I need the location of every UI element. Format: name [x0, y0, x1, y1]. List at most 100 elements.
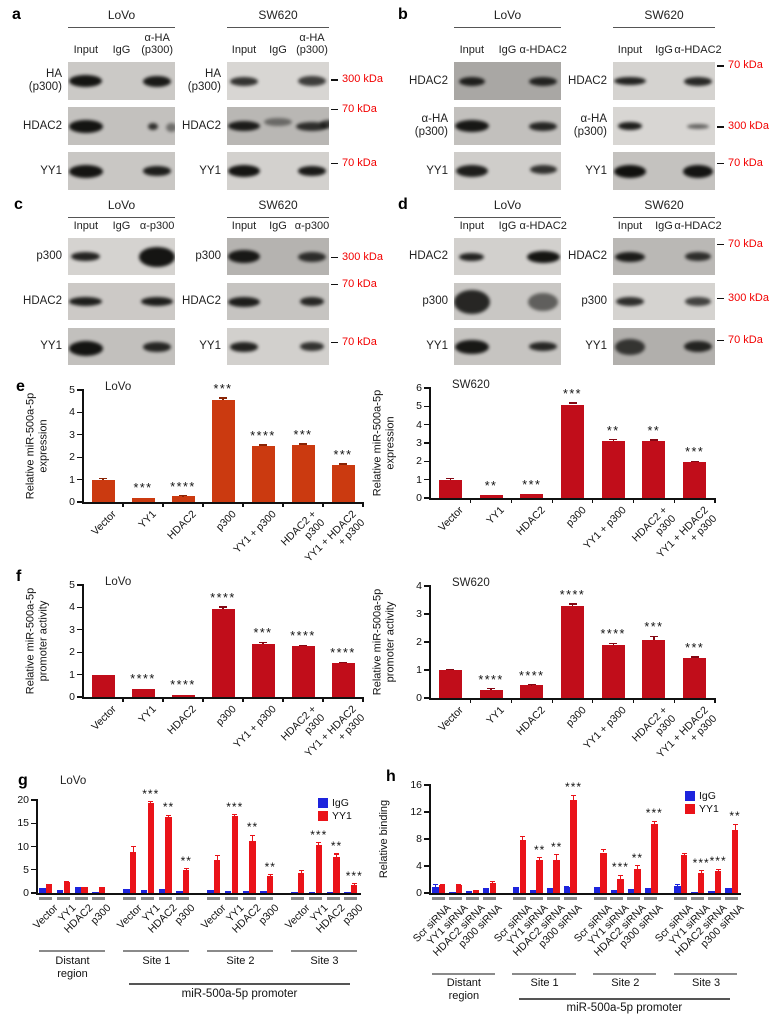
chart-e-sw620-expression: 0 1 2 3 4 5 6 Relative miR-500a-5p expression SW… [372, 379, 719, 560]
protein-band [613, 164, 647, 178]
blot-row-label-hdac2: HDAC2 [23, 295, 62, 307]
error-cap [601, 849, 606, 851]
lane-label-igg: IgG [655, 220, 673, 232]
marker-label-300-kda: 300 kDa [342, 73, 383, 86]
y-tick [424, 387, 430, 389]
bar-igg-site-1-yy1-sirna [529, 890, 537, 893]
x-boundary-tick [322, 503, 324, 507]
lane-label-hdac2: α-HDAC2 [519, 220, 567, 232]
error-whisker [700, 870, 702, 873]
error-cap [649, 439, 658, 441]
bar-yy1-distant-region-vector [45, 884, 53, 893]
lane-label-p300: α-p300 [294, 220, 330, 232]
group-underline [122, 950, 189, 953]
slot-dash [627, 897, 641, 900]
cell-line-label: SW620 [258, 198, 298, 212]
error-whisker [571, 603, 574, 606]
protein-band [615, 251, 645, 262]
x-boundary-tick [714, 499, 716, 503]
y-tick-label: 6 [416, 382, 422, 394]
significance-stars: ** [180, 853, 192, 868]
marker-label-70-kda: 70 kDa [342, 102, 377, 115]
error-cap [568, 402, 577, 404]
significance-stars: **** [559, 587, 586, 602]
error-cap [651, 820, 657, 823]
protein-band [454, 120, 489, 132]
slot-dash [39, 897, 52, 900]
bar-yy1-site-2-hdac2-sirna [634, 869, 641, 893]
marker-tick [717, 339, 724, 342]
blot-image-sw620-hdac2 [613, 238, 715, 275]
marker-tick [717, 243, 724, 246]
bar-yy1-distant-region-yy1-sirna [455, 884, 463, 893]
protein-band [227, 121, 261, 131]
y-tick-label: 4 [416, 580, 422, 592]
significance-stars: *** [345, 868, 363, 883]
marker-label-70-kda: 70 kDa [342, 335, 377, 348]
lane-label-input: Input [459, 44, 485, 56]
x-boundary-tick [242, 698, 244, 702]
error-whisker [185, 868, 187, 871]
bar-igg-site-1-scr-sirna [512, 886, 520, 893]
panel-label-e: e [16, 378, 25, 395]
marker-tick [331, 341, 338, 344]
lane-label-hdac2: α-HDAC2 [674, 220, 722, 232]
blot-image-sw620-yy1 [613, 152, 715, 190]
y-tick [424, 669, 430, 671]
y-tick-label: 0 [416, 887, 422, 899]
error-cap [316, 842, 322, 844]
cell-line-underline [613, 217, 715, 219]
lane-label-input: Input [73, 44, 99, 56]
bar-igg-site-1-hdac2 [158, 889, 166, 893]
cell-line-underline [68, 27, 175, 29]
y-tick [77, 411, 83, 414]
x-boundary-tick [673, 499, 675, 503]
slot-dash [140, 897, 154, 900]
y-tick [424, 497, 430, 499]
blot-image-lovo-hdac2 [68, 107, 175, 145]
lane-label-igg: IgG [269, 44, 287, 56]
error-cap [609, 439, 618, 441]
significance-stars: *** [611, 860, 629, 875]
protein-band [529, 164, 557, 174]
cell-line-label: LoVo [493, 198, 522, 212]
bar-yy1-hdac2-p300 [683, 462, 707, 498]
error-cap [617, 874, 623, 877]
error-whisker [234, 814, 236, 817]
marker-label-70-kda: 70 kDa [728, 156, 763, 169]
x-boundary-tick [122, 503, 124, 507]
error-cap [232, 814, 238, 816]
bar-yy1-site-2-hdac2 [249, 841, 256, 893]
error-whisker [300, 870, 302, 873]
error-cap [130, 845, 136, 847]
bar-yy1-hdac2-p300 [683, 657, 707, 698]
chart-title: LoVo [105, 576, 132, 588]
bar-yy1-distant-region-yy1 [63, 882, 70, 893]
blot-row-label-hdac2: HDAC2 [409, 74, 448, 87]
bar-vector [438, 479, 462, 498]
significance-stars: ** [534, 842, 546, 857]
group-label-distant-region: Distant region [55, 955, 90, 980]
error-whisker [677, 884, 679, 887]
blot-row-label-yy1: YY1 [199, 164, 221, 177]
protein-band [68, 164, 103, 178]
bar-igg-distant-region-yy1 [56, 889, 64, 893]
slot-dash [123, 897, 136, 900]
y-tick [77, 478, 83, 481]
error-cap [64, 880, 70, 882]
y-tick [77, 673, 83, 676]
bar-yy1-site-3-vector [297, 872, 305, 893]
significance-stars: *** [565, 780, 583, 795]
protein-band [68, 119, 103, 133]
x-boundary-tick [162, 698, 164, 702]
slot-dash [207, 897, 220, 900]
lane-label-input: Input [617, 220, 643, 232]
blot-row-label-ha-p300: HA (p300) [28, 68, 62, 93]
error-whisker [653, 636, 655, 640]
protein-band [684, 252, 712, 261]
error-cap [571, 794, 577, 796]
error-cap [179, 494, 187, 497]
error-cap [490, 881, 496, 883]
y-axis [82, 389, 84, 503]
error-cap [439, 883, 445, 885]
